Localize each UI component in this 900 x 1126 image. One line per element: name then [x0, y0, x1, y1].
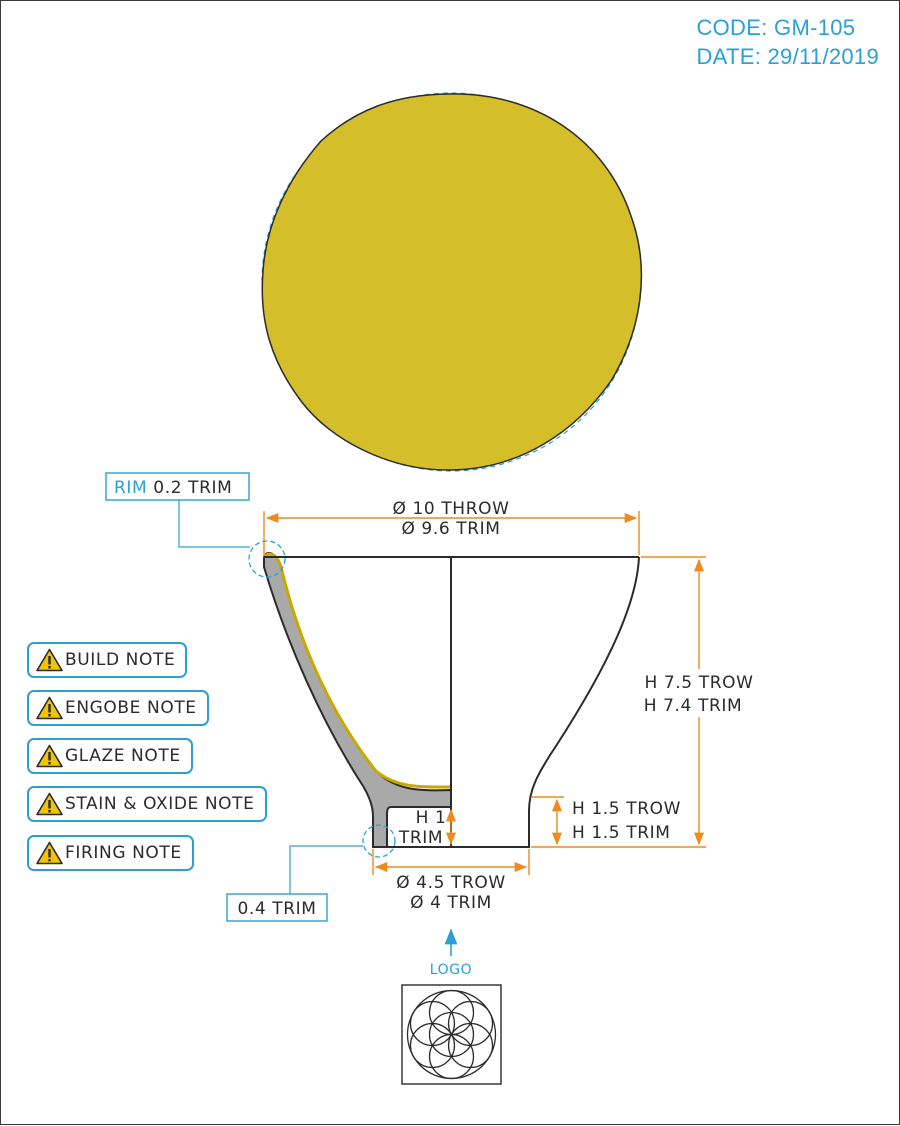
- warning-triangle-icon: [36, 792, 63, 816]
- rim-detail-circle: [248, 540, 286, 578]
- callouts: RIM 0.2 TRIM 0.4 TRIM LOGO: [105, 472, 473, 978]
- dimensions: Ø 10 THROW Ø 9.6 TRIM H 7.5 TROW H 7.4 T…: [263, 499, 761, 913]
- rim-callout-box: [105, 472, 250, 501]
- top-diameter-trim-label: Ø 9.6 TRIM: [401, 519, 500, 539]
- foot-height-trim-label: H 1.5 TRIM: [572, 823, 671, 843]
- inner-foot-trim-label: TRIM: [398, 828, 443, 848]
- glaze-top-shape: [261, 93, 643, 471]
- top-diameter-throw-label: Ø 10 THROW: [393, 499, 510, 519]
- firing-note-label: FIRING NOTE: [65, 843, 182, 863]
- height-trim-label: H 7.4 TRIM: [644, 696, 743, 716]
- rim-callout-prefix: RIM: [114, 478, 147, 498]
- glaze-note-button[interactable]: GLAZE NOTE: [27, 738, 193, 774]
- warning-triangle-icon: [36, 696, 63, 720]
- rim-callout-value: 0.2 TRIM: [153, 478, 232, 498]
- foot-wall-callout-text: 0.4 TRIM: [237, 899, 316, 919]
- drawing-date: DATE: 29/11/2019: [696, 44, 879, 69]
- engobe-note-label: ENGOBE NOTE: [65, 698, 197, 718]
- engobe-note-button[interactable]: ENGOBE NOTE: [27, 690, 209, 726]
- stain-oxide-note-label: STAIN & OXIDE NOTE: [65, 794, 255, 814]
- outer-profile: [373, 556, 640, 848]
- top-view: [261, 92, 643, 472]
- header: CODE: GM-105 DATE: 29/11/2019: [696, 13, 879, 71]
- seed-of-life-icon: [401, 984, 502, 1085]
- bowl-section-view: [262, 551, 640, 848]
- inner-foot-height-label: H 1: [416, 808, 447, 828]
- warning-triangle-icon: [36, 648, 63, 672]
- height-throw-label: H 7.5 TROW: [644, 673, 753, 693]
- foot-diameter-throw-label: Ø 4.5 TROW: [396, 873, 506, 893]
- inner-glaze-line: [262, 552, 452, 789]
- foot-diameter-trim-label: Ø 4 TRIM: [410, 893, 492, 913]
- product-code: CODE: GM-105: [696, 15, 856, 40]
- glaze-note-label: GLAZE NOTE: [65, 746, 181, 766]
- warning-triangle-icon: [36, 841, 63, 865]
- logo-label: LOGO: [430, 962, 473, 978]
- rim-callout-text: RIM 0.2 TRIM: [114, 478, 232, 498]
- foot-wall-callout-box: [226, 893, 328, 922]
- build-note-label: BUILD NOTE: [65, 650, 176, 670]
- stain-oxide-note-button[interactable]: STAIN & OXIDE NOTE: [27, 786, 267, 822]
- foot-detail-circle: [362, 824, 396, 858]
- wall-section: [263, 551, 452, 848]
- build-note-button[interactable]: BUILD NOTE: [27, 642, 188, 678]
- warning-triangle-icon: [36, 744, 63, 768]
- foot-height-throw-label: H 1.5 TROW: [572, 799, 681, 819]
- firing-note-button[interactable]: FIRING NOTE: [27, 835, 194, 871]
